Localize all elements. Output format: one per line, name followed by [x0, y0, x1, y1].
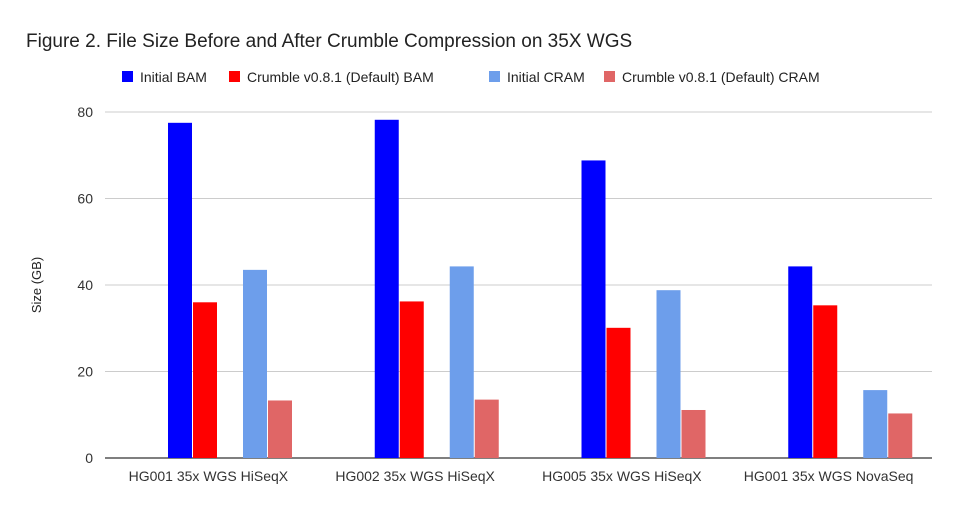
bars — [168, 119, 913, 458]
bar — [581, 160, 606, 458]
bar — [863, 390, 888, 458]
x-axis-ticks: HG001 35x WGS HiSeqX HG002 35x WGS HiSeqX… — [129, 468, 914, 484]
y-tick-label: 80 — [77, 104, 93, 120]
bar — [888, 413, 913, 458]
legend-swatch — [122, 71, 133, 82]
chart-legend: Initial BAM Crumble v0.8.1 (Default) BAM I… — [122, 69, 820, 85]
legend-swatch — [604, 71, 615, 82]
y-axis-label: Size (GB) — [29, 257, 44, 313]
legend-item: Crumble v0.8.1 (Default) CRAM — [604, 69, 820, 85]
y-tick-label: 40 — [77, 277, 93, 293]
bar — [168, 122, 192, 458]
x-tick-label: HG005 35x WGS HiSeqX — [542, 468, 702, 484]
bar — [474, 399, 499, 458]
y-axis-ticks: 0 20 40 60 80 — [77, 104, 93, 466]
y-tick-label: 60 — [77, 191, 93, 207]
legend-label: Crumble v0.8.1 (Default) CRAM — [622, 69, 820, 85]
bar — [268, 400, 292, 458]
bar — [243, 269, 267, 458]
bar — [813, 305, 838, 458]
legend-label: Crumble v0.8.1 (Default) BAM — [247, 69, 434, 85]
x-tick-label: HG001 35x WGS HiSeqX — [129, 468, 289, 484]
legend-item: Crumble v0.8.1 (Default) BAM — [229, 69, 434, 85]
bar — [606, 327, 631, 458]
bar — [681, 409, 706, 458]
y-tick-label: 0 — [85, 450, 93, 466]
bar — [788, 266, 813, 458]
legend-label: Initial CRAM — [507, 69, 585, 85]
bar — [399, 301, 424, 458]
bar — [656, 290, 681, 458]
bar — [193, 302, 217, 458]
legend-item: Initial BAM — [122, 69, 207, 85]
bar — [374, 119, 399, 458]
y-tick-label: 20 — [77, 364, 93, 380]
legend-swatch — [229, 71, 240, 82]
x-tick-label: HG001 35x WGS NovaSeq — [744, 468, 914, 484]
legend-swatch — [489, 71, 500, 82]
legend-label: Initial BAM — [140, 69, 207, 85]
bar — [449, 266, 474, 458]
x-tick-label: HG002 35x WGS HiSeqX — [335, 468, 495, 484]
legend-item: Initial CRAM — [489, 69, 585, 85]
chart-title: Figure 2. File Size Before and After Cru… — [26, 31, 632, 52]
